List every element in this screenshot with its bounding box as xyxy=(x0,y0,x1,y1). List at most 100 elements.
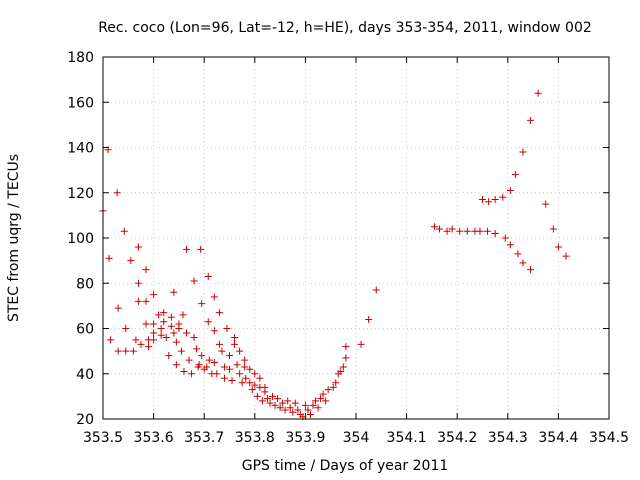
x-tick-label: 354.4 xyxy=(538,430,578,446)
data-point xyxy=(372,286,380,294)
y-tick-label: 180 xyxy=(67,50,94,66)
data-point xyxy=(329,383,337,391)
y-tick-label: 160 xyxy=(67,95,94,111)
data-point xyxy=(180,367,188,375)
tick-layer: 353.5 353.6 353.7 353.8 353.9 354 354.1 354.2 35… xyxy=(67,50,629,446)
data-point xyxy=(167,313,175,321)
x-tick-label: 353.8 xyxy=(235,430,275,446)
data-point xyxy=(231,340,239,348)
data-point xyxy=(150,320,158,328)
data-point xyxy=(527,266,535,274)
data-point xyxy=(519,259,527,267)
data-point xyxy=(463,227,471,235)
data-point xyxy=(506,241,514,249)
data-point xyxy=(241,363,249,371)
data-point xyxy=(339,363,347,371)
data-point xyxy=(269,392,277,400)
data-point xyxy=(314,404,322,412)
data-point xyxy=(104,146,112,154)
data-point xyxy=(562,252,570,260)
data-point xyxy=(157,331,165,339)
data-point xyxy=(301,401,309,409)
x-axis-label: GPS time / Days of year 2011 xyxy=(242,458,449,474)
data-point xyxy=(289,408,297,416)
data-point xyxy=(554,243,562,251)
data-point xyxy=(114,304,122,312)
data-point xyxy=(210,327,218,335)
data-point xyxy=(242,374,250,382)
data-point xyxy=(193,345,201,353)
data-point xyxy=(142,320,150,328)
data-point xyxy=(182,329,190,337)
data-point xyxy=(134,279,142,287)
data-point xyxy=(160,309,168,317)
data-point xyxy=(113,189,121,197)
data-point xyxy=(220,363,228,371)
data-point xyxy=(476,227,484,235)
data-point xyxy=(274,395,282,403)
data-point xyxy=(501,234,509,242)
data-point xyxy=(291,399,299,407)
grid-layer xyxy=(103,57,609,419)
data-point xyxy=(114,347,122,355)
data-point xyxy=(179,311,187,319)
data-point xyxy=(137,340,145,348)
data-point xyxy=(258,397,266,405)
y-tick-label: 80 xyxy=(76,276,94,292)
y-tick-label: 20 xyxy=(76,412,94,428)
data-point xyxy=(506,186,514,194)
data-point xyxy=(306,410,314,418)
data-point xyxy=(514,250,522,258)
data-point xyxy=(182,245,190,253)
data-point xyxy=(246,365,254,373)
data-point xyxy=(317,395,325,403)
data-point xyxy=(456,227,464,235)
data-point xyxy=(120,227,128,235)
data-point xyxy=(491,229,499,237)
data-point xyxy=(167,322,175,330)
data-point xyxy=(150,336,158,344)
data-point xyxy=(203,363,211,371)
data-point xyxy=(150,291,158,299)
data-point xyxy=(170,329,178,337)
data-point xyxy=(238,379,246,387)
data-point xyxy=(198,352,206,360)
data-point xyxy=(190,334,198,342)
data-point xyxy=(185,356,193,364)
data-point xyxy=(281,406,289,414)
data-point xyxy=(304,406,312,414)
data-point xyxy=(210,293,218,301)
data-point xyxy=(127,257,135,265)
data-point xyxy=(253,392,261,400)
chart-title: Rec. coco (Lon=96, Lat=-12, h=HE), days … xyxy=(98,20,592,36)
data-point xyxy=(172,361,180,369)
data-point xyxy=(122,325,130,332)
data-point xyxy=(132,336,140,344)
data-point xyxy=(228,377,236,385)
data-point xyxy=(294,406,302,414)
data-point xyxy=(170,288,178,296)
data-point xyxy=(134,297,142,305)
data-point xyxy=(430,223,438,231)
data-point xyxy=(485,198,493,206)
data-point xyxy=(246,379,254,387)
data-point xyxy=(223,325,231,332)
data-point xyxy=(484,227,492,235)
data-point xyxy=(226,352,233,360)
x-tick-label: 353.6 xyxy=(134,430,174,446)
data-point xyxy=(205,356,213,364)
data-point xyxy=(435,225,443,233)
data-point xyxy=(251,381,259,389)
data-point xyxy=(263,395,271,403)
data-point xyxy=(107,336,115,344)
data-point xyxy=(220,374,228,382)
x-tick-label: 354.2 xyxy=(437,430,477,446)
data-point xyxy=(324,386,332,394)
x-tick-label: 354.3 xyxy=(488,430,528,446)
data-point xyxy=(542,200,550,208)
data-point xyxy=(534,89,542,97)
data-point xyxy=(198,300,206,308)
data-point xyxy=(195,361,203,369)
